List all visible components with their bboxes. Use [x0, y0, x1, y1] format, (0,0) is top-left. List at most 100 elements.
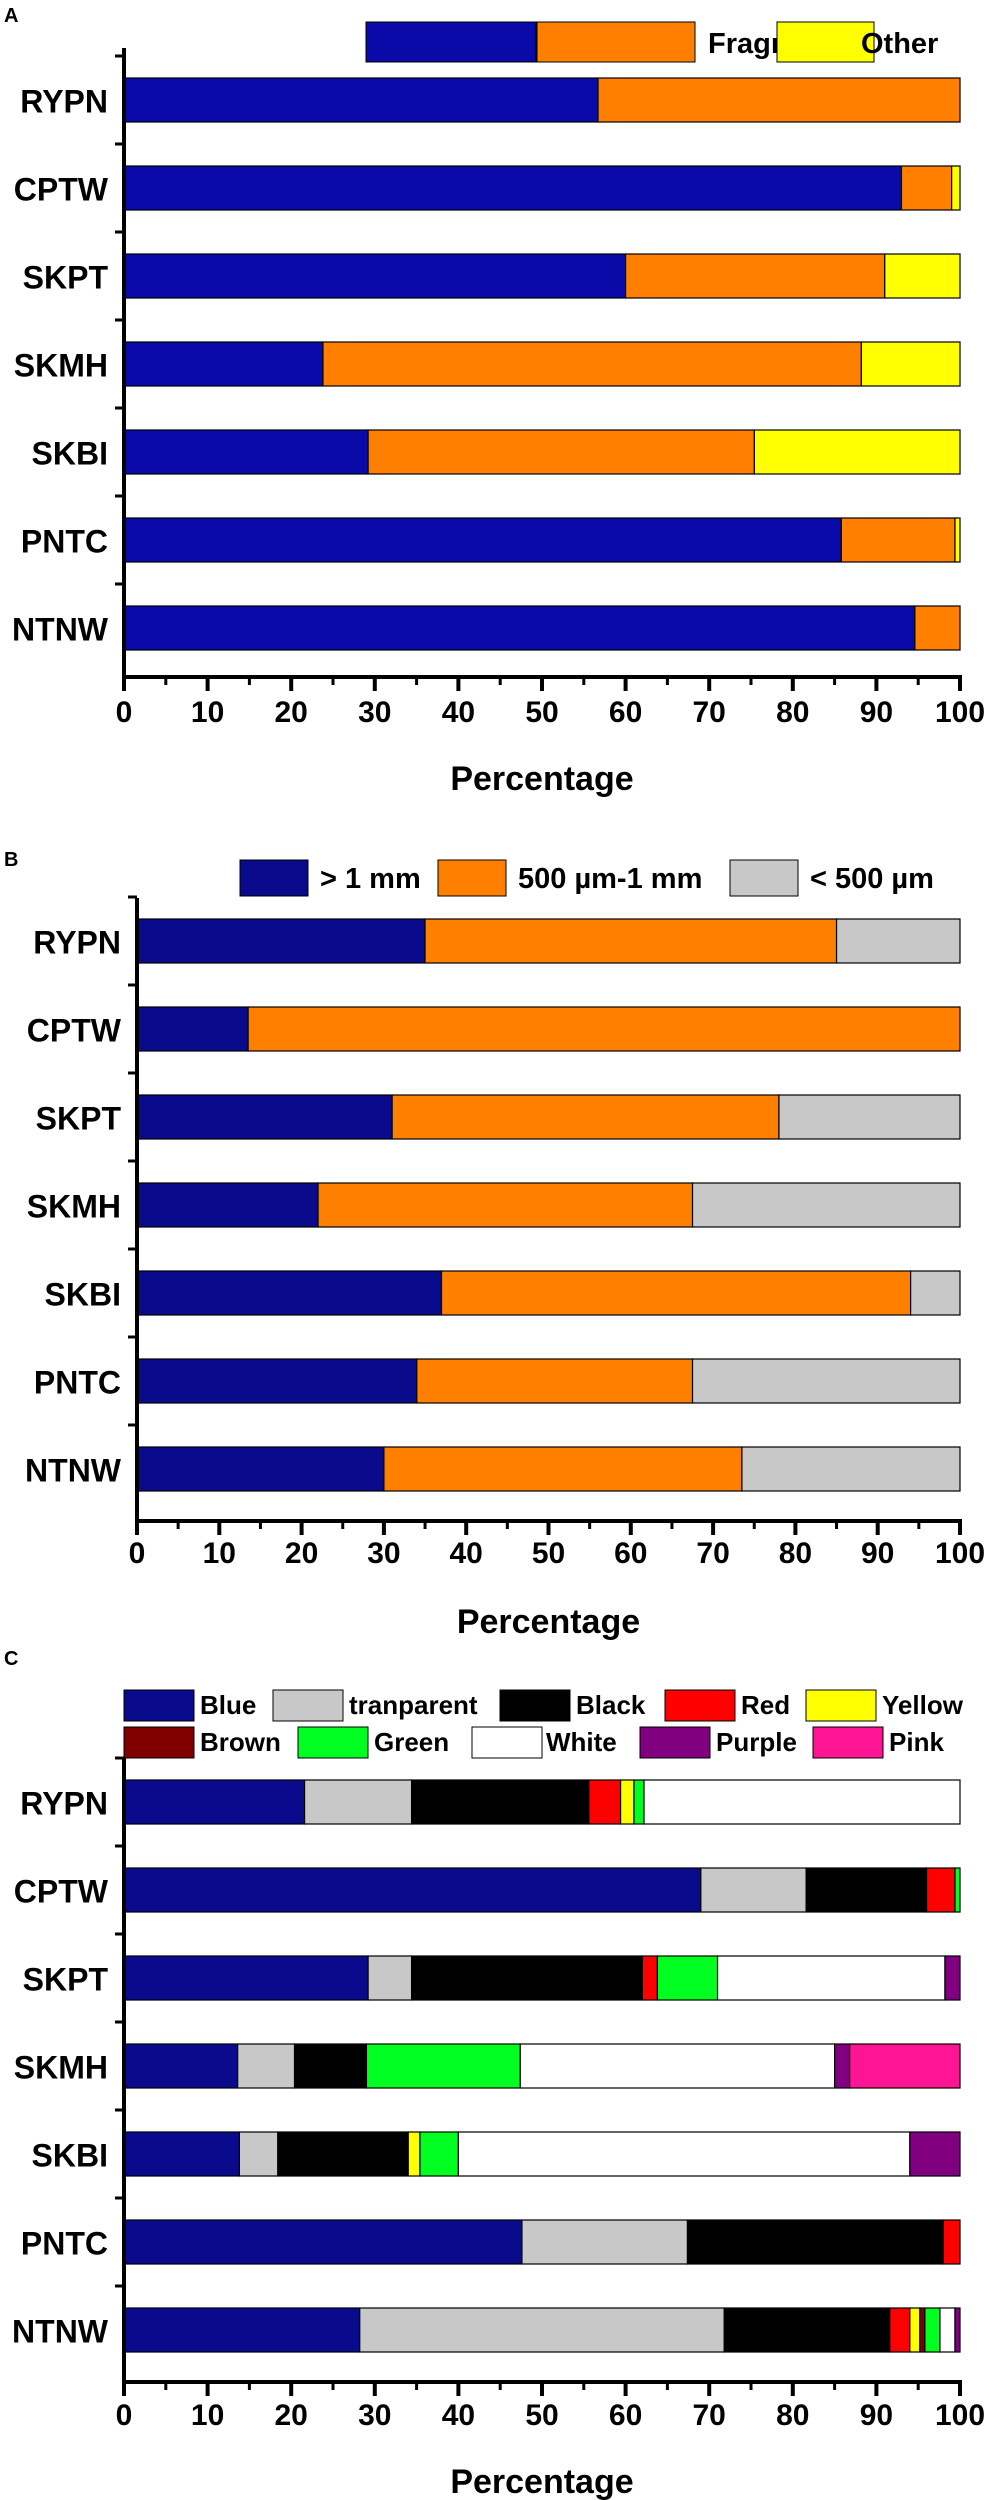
legend-item: < 500 µm: [729, 859, 934, 897]
bar-segment: [753, 429, 961, 475]
category-label: CPTW: [27, 1012, 122, 1048]
bar-segment: [123, 341, 324, 387]
panel-letter: C: [4, 1648, 18, 1670]
bar-segment: [136, 918, 426, 964]
panel-c: C Blue tranparent Black Red Yellow Brown Green W…: [4, 1648, 985, 2500]
x-tick-label: 50: [532, 1537, 565, 1570]
x-tick-label: 10: [191, 696, 224, 729]
x-tick-label: 100: [935, 2399, 985, 2432]
bar-segment: [691, 1358, 961, 1404]
bar-segment: [322, 341, 862, 387]
legend-label: Red: [741, 1690, 790, 1720]
category-label: SKPT: [23, 1961, 109, 1997]
bar-segment: [123, 2043, 239, 2089]
bar-segment: [136, 1446, 385, 1492]
x-tick-label: 100: [935, 696, 985, 729]
bar-segment: [367, 429, 755, 475]
bar-segment: [123, 1779, 306, 1825]
legend-swatch: [272, 1689, 344, 1722]
bar-segment: [277, 2131, 409, 2177]
x-tick-label: 100: [935, 1537, 985, 1570]
panel-a: AFiberFragmentOtherRYPNCPTWSKPTSKMHSKBIP…: [4, 5, 985, 798]
bar-segment: [303, 1779, 413, 1825]
legend-label: Blue: [200, 1690, 256, 1720]
bar-segment: [123, 253, 627, 299]
legend-item: Purple: [639, 1726, 797, 1759]
bar-segment: [944, 1955, 961, 2001]
legend-item: Black: [499, 1689, 646, 1722]
legend-swatch: [471, 1726, 543, 1759]
bar-segment: [238, 2131, 279, 2177]
bar-segment: [805, 1867, 928, 1913]
bar-segment: [123, 2307, 361, 2353]
bar-segment: [833, 2043, 851, 2089]
bar-segment: [939, 2307, 956, 2353]
bar-segment: [123, 1867, 702, 1913]
legend-label: White: [546, 1727, 617, 1757]
bar-segment: [136, 1006, 249, 1052]
bar-segment: [840, 517, 956, 563]
legend-swatch: [664, 1689, 736, 1722]
bar-segment: [889, 2307, 911, 2353]
legend-label: tranparent: [349, 1690, 478, 1720]
category-label: CPTW: [14, 1873, 109, 1909]
x-tick-label: 0: [129, 1537, 146, 1570]
bar-segment: [359, 2307, 725, 2353]
bar-segment: [954, 517, 961, 563]
category-label: NTNW: [25, 1452, 122, 1488]
bar-segment: [123, 1955, 369, 2001]
bar-segment: [419, 2131, 460, 2177]
x-tick-label: 80: [776, 696, 809, 729]
bar-segment: [410, 1955, 643, 2001]
x-tick-label: 30: [358, 2399, 391, 2432]
x-axis-label: Percentage: [450, 760, 633, 798]
bar-segment: [457, 2131, 911, 2177]
legend-swatch: [365, 21, 537, 63]
x-tick-label: 20: [285, 1537, 318, 1570]
bar-segment: [247, 1006, 961, 1052]
x-axis-label: Percentage: [457, 1603, 640, 1641]
x-tick-label: 80: [776, 2399, 809, 2432]
x-tick-label: 60: [609, 696, 642, 729]
category-label: SKMH: [27, 1188, 121, 1224]
bar-segment: [237, 2043, 296, 2089]
legend-item: 500 µm-1 mm: [437, 859, 702, 897]
bar-segment: [954, 1867, 961, 1913]
legend-label: Green: [374, 1727, 449, 1757]
legend-label: < 500 µm: [810, 863, 934, 895]
bar-segment: [365, 2043, 521, 2089]
category-label: SKBI: [32, 2137, 108, 2173]
legend-item: White: [471, 1726, 617, 1759]
category-label: SKPT: [23, 259, 109, 295]
legend-label: Brown: [200, 1727, 281, 1757]
x-tick-label: 0: [116, 696, 133, 729]
legend-item: Yellow: [805, 1689, 964, 1722]
bar-segment: [951, 165, 961, 211]
legend-swatch: [297, 1726, 369, 1759]
bar-segment: [410, 1779, 590, 1825]
legend-swatch: [776, 21, 875, 63]
bar-segment: [619, 1779, 635, 1825]
legend-label: Purple: [716, 1727, 797, 1757]
bar-segment: [909, 2307, 921, 2353]
category-label: PNTC: [34, 1364, 121, 1400]
x-tick-label: 60: [609, 2399, 642, 2432]
x-tick-label: 80: [779, 1537, 812, 1570]
bar-segment: [624, 253, 886, 299]
x-tick-label: 90: [861, 1537, 894, 1570]
x-tick-label: 70: [693, 2399, 726, 2432]
bar-segment: [293, 2043, 368, 2089]
bar-segment: [383, 1446, 743, 1492]
bar-segment: [900, 165, 953, 211]
bar-segment: [954, 2307, 961, 2353]
panel-letter: A: [4, 5, 18, 27]
bar-segment: [910, 1270, 961, 1316]
legend-item: Red: [664, 1689, 790, 1722]
category-label: SKMH: [14, 2049, 108, 2085]
category-label: RYPN: [20, 83, 108, 119]
bar-segment: [942, 2219, 961, 2265]
bar-segment: [136, 1358, 418, 1404]
x-tick-label: 60: [614, 1537, 647, 1570]
bar-segment: [778, 1094, 961, 1140]
